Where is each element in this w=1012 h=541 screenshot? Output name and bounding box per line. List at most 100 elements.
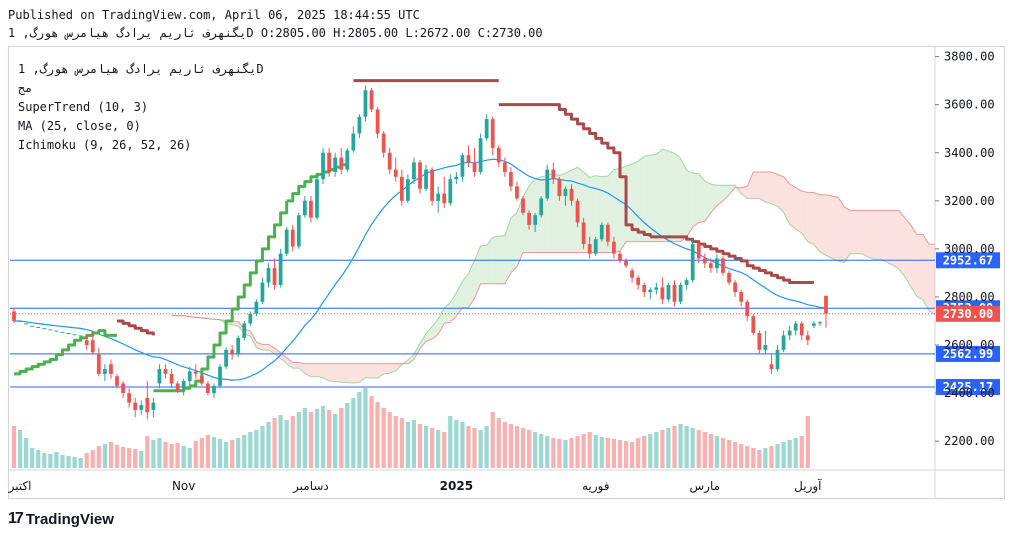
- candle-body: [224, 349, 228, 367]
- candle-body: [163, 369, 168, 374]
- volume-bar: [108, 442, 114, 468]
- volume-bar: [290, 416, 295, 468]
- volume-bar: [114, 445, 120, 468]
- volume-bar: [720, 438, 726, 468]
- volume-bar: [490, 412, 495, 468]
- volume-bar: [11, 426, 17, 468]
- x-tick-label: اکتبر: [8, 479, 32, 494]
- legend-ma[interactable]: MA (25, close, 0): [18, 119, 141, 133]
- candle-body: [248, 313, 253, 324]
- candle-body: [369, 90, 374, 110]
- volume-bar: [345, 403, 350, 468]
- volume-bar: [120, 447, 126, 468]
- cloud-segment: [535, 176, 542, 253]
- volume-bar: [54, 452, 59, 468]
- candle-body: [696, 244, 701, 259]
- cloud-segment: [777, 174, 784, 213]
- cloud-segment: [432, 319, 439, 340]
- cloud-segment: [819, 194, 826, 256]
- tradingview-brand: TradingView: [25, 510, 114, 528]
- volume-bar: [151, 440, 156, 468]
- volume-bar: [339, 408, 344, 468]
- candle-body: [302, 200, 307, 216]
- volume-bar: [472, 428, 477, 468]
- candle-body: [278, 253, 283, 285]
- cloud-segment: [874, 210, 881, 260]
- volume-bar: [623, 441, 629, 468]
- volume-bar: [460, 422, 465, 468]
- volume-bar: [805, 416, 810, 468]
- legend-ichimoku[interactable]: Ichimoku (9, 26, 52, 26): [18, 138, 192, 152]
- y-axis: 2200.00 2400.00 2600.00 2800.00 3000.00 3200.…: [935, 50, 995, 448]
- candle-body: [157, 369, 162, 384]
- candle-body: [672, 284, 677, 302]
- candle-body: [496, 147, 501, 163]
- volume-bar: [642, 436, 647, 468]
- cloud-segment: [504, 218, 511, 284]
- cloud-segment: [692, 173, 699, 228]
- cloud-segment: [904, 217, 911, 287]
- y-tick-label: 3000.00: [944, 242, 995, 256]
- volume-bar: [757, 450, 762, 468]
- volume-bar: [533, 432, 538, 468]
- published-line: Published on TradingView.com, April 06, …: [8, 8, 420, 22]
- volume-bar: [333, 414, 338, 468]
- volume-bar: [181, 446, 186, 468]
- candle-body: [115, 376, 119, 386]
- cloud-segment: [741, 186, 748, 199]
- y-tick-label: 2200.00: [944, 434, 995, 448]
- candle-body: [418, 162, 422, 189]
- volume-bar: [508, 424, 514, 468]
- candle-body: [818, 322, 822, 324]
- candle-body: [618, 253, 622, 261]
- candle-body: [702, 258, 707, 264]
- volume-bars: [11, 388, 810, 468]
- candle-body: [636, 277, 641, 285]
- cloud-segment: [626, 164, 633, 242]
- x-tick-label: 2025: [440, 479, 473, 493]
- volume-bar: [369, 396, 374, 468]
- y-tick-label: 3600.00: [944, 98, 995, 112]
- y-tick-label: 2600.00: [944, 338, 995, 352]
- volume-bar: [417, 424, 423, 468]
- candle-body: [212, 385, 216, 394]
- volume-bar: [248, 432, 253, 468]
- volume-bar: [199, 438, 204, 468]
- cloud-segment: [832, 196, 839, 261]
- legend-symbol[interactable]: یگنهرف ثاریم یرادگ هیامرس هورگ, 1D: [18, 62, 264, 76]
- chart-frame[interactable]: [8, 46, 1005, 499]
- volume-bar: [254, 430, 259, 468]
- ichimoku-cloud: [171, 148, 935, 384]
- candle-body: [678, 284, 683, 302]
- legend-supertrend[interactable]: SuperTrend (10, 3): [18, 100, 149, 114]
- candle-body: [54, 330, 59, 332]
- y-tick-label: 2800.00: [944, 290, 995, 304]
- volume-bar: [284, 420, 289, 468]
- candle-body: [375, 109, 380, 134]
- volume-bar: [314, 409, 320, 468]
- cloud-segment: [353, 363, 360, 383]
- candle-body: [321, 152, 325, 180]
- cloud-segment: [856, 210, 863, 254]
- candle-body: [199, 376, 204, 384]
- volume-bar: [587, 432, 592, 468]
- candle-body: [145, 397, 150, 413]
- cloud-segment: [844, 206, 851, 263]
- volume-bar: [84, 453, 89, 468]
- volume-bar: [454, 420, 459, 468]
- volume-bar: [726, 440, 732, 468]
- candle-body: [133, 402, 138, 410]
- cloud-segment: [292, 362, 299, 369]
- tradingview-logo[interactable]: 17 TradingView: [8, 510, 114, 528]
- candle-body: [515, 186, 519, 199]
- volume-bar: [442, 432, 447, 468]
- candle-body: [484, 119, 489, 139]
- cloud-segment: [565, 170, 572, 253]
- cloud-segment: [280, 352, 287, 364]
- candle-body: [357, 116, 362, 134]
- cloud-segment: [347, 363, 354, 383]
- candle-body: [757, 333, 762, 350]
- volume-bar: [678, 424, 683, 468]
- candle-body: [351, 133, 356, 151]
